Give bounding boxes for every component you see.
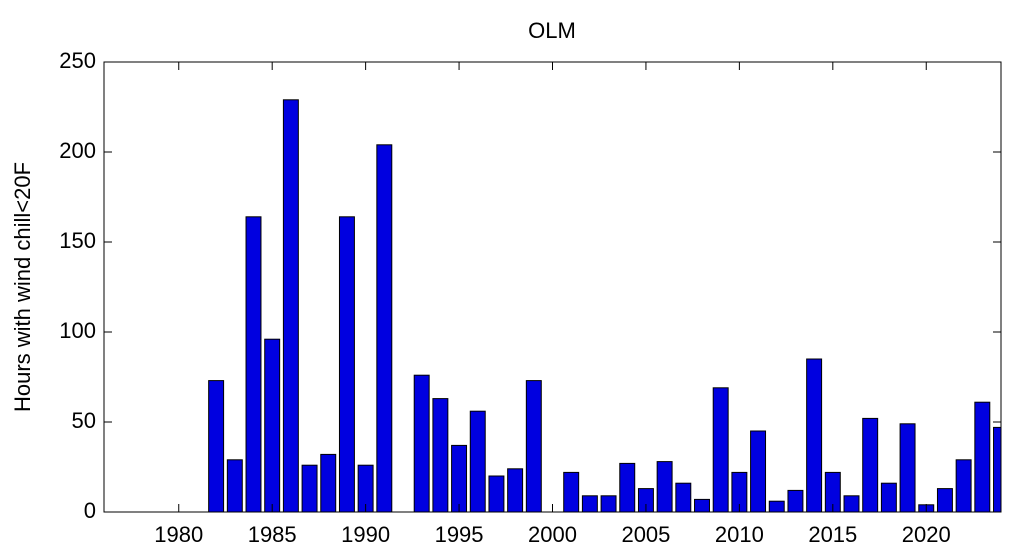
- bar: [862, 417, 879, 512]
- bar: [880, 482, 897, 512]
- y-tick-label: 150: [59, 228, 96, 253]
- bar: [376, 144, 393, 512]
- bar: [413, 374, 430, 512]
- bar: [226, 459, 243, 512]
- bar: [507, 468, 524, 512]
- bar: [955, 459, 972, 512]
- bar: [675, 482, 692, 512]
- y-tick-label: 50: [72, 408, 96, 433]
- bar: [563, 471, 580, 512]
- x-tick-label: 2020: [902, 522, 951, 546]
- bar: [245, 216, 262, 512]
- bar: [488, 475, 505, 512]
- bar: [301, 464, 318, 512]
- bar: [320, 453, 337, 512]
- bar: [637, 488, 654, 512]
- bar: [899, 423, 916, 512]
- bar: [432, 398, 449, 512]
- bar: [656, 461, 673, 512]
- bar: [750, 430, 767, 512]
- bar: [993, 426, 1001, 512]
- bar: [282, 99, 299, 512]
- bar: [694, 498, 710, 512]
- bar: [974, 401, 991, 512]
- bar: [208, 380, 225, 512]
- x-tick-label: 1980: [154, 522, 203, 546]
- bar: [338, 216, 355, 512]
- bars: [208, 99, 1001, 512]
- bar: [712, 387, 729, 512]
- x-tick-label: 2015: [808, 522, 857, 546]
- bar: [768, 500, 785, 512]
- y-tick-label: 100: [59, 318, 96, 343]
- y-axis-label: Hours with wind chill<20F: [10, 162, 35, 412]
- bar: [936, 488, 953, 512]
- bar: [357, 464, 374, 512]
- bar: [787, 489, 804, 512]
- x-tick-label: 2005: [621, 522, 670, 546]
- bar: [581, 495, 598, 512]
- y-tick-label: 250: [59, 48, 96, 73]
- bar: [469, 410, 486, 512]
- x-tick-label: 2010: [715, 522, 764, 546]
- bar: [806, 358, 823, 512]
- bar: [619, 462, 636, 512]
- bar: [451, 444, 468, 512]
- bar: [264, 338, 281, 512]
- bar: [843, 495, 860, 512]
- x-tick-label: 1985: [248, 522, 297, 546]
- x-tick-label: 1990: [341, 522, 390, 546]
- x-tick-label: 1995: [435, 522, 484, 546]
- y-tick-label: 200: [59, 138, 96, 163]
- bar: [600, 495, 617, 512]
- y-tick-label: 0: [84, 498, 96, 523]
- bar: [525, 380, 542, 512]
- x-tick-label: 2000: [528, 522, 577, 546]
- chart-title: OLM: [528, 18, 576, 43]
